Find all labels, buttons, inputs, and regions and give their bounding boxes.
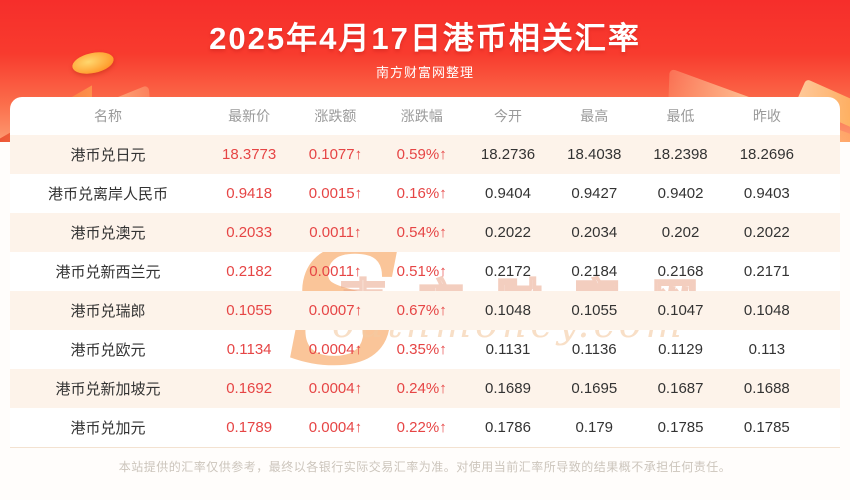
- cell-latest-price: 0.1789: [226, 419, 273, 436]
- cell-low: 0.202: [661, 224, 700, 241]
- cell-change-amount: 0.0015↑: [308, 185, 363, 202]
- cell-change-amount: 0.1077↑: [308, 146, 363, 163]
- column-header-prev-close: 昨收: [752, 108, 781, 124]
- cell-change-percent: 0.24%↑: [396, 380, 447, 397]
- page-subtitle: 南方财富网整理: [375, 65, 474, 80]
- cell-open: 0.1131: [485, 341, 531, 358]
- cell-pair-name: 港币兑新加坡元: [55, 381, 161, 398]
- cell-low: 0.9402: [657, 185, 704, 202]
- cell-latest-price: 0.2182: [226, 263, 273, 280]
- cell-latest-price: 0.1055: [226, 302, 273, 319]
- rates-table: 名称 最新价 涨跌额 涨跌幅 今开 最高 最低 昨收 港币兑日元 18.3773…: [10, 97, 840, 447]
- table-row: 港币兑日元 18.3773 0.1077↑ 0.59%↑ 18.2736 18.…: [10, 135, 840, 174]
- cell-change-amount: 0.0004↑: [308, 380, 363, 397]
- cell-change-percent: 0.22%↑: [396, 419, 447, 436]
- cell-open: 0.2172: [485, 263, 531, 280]
- cell-latest-price: 0.1692: [226, 380, 273, 397]
- table-row: 港币兑新加坡元 0.1692 0.0004↑ 0.24%↑ 0.1689 0.1…: [10, 369, 840, 408]
- table-row: 港币兑澳元 0.2033 0.0011↑ 0.54%↑ 0.2022 0.203…: [10, 213, 840, 252]
- cell-change-amount: 0.0011↑: [309, 224, 362, 241]
- column-header-change: 涨跌额: [314, 108, 357, 124]
- cell-open: 0.1689: [485, 380, 531, 397]
- cell-change-percent: 0.54%↑: [396, 224, 447, 241]
- cell-change-percent: 0.67%↑: [396, 302, 447, 319]
- cell-change-amount: 0.0004↑: [308, 419, 363, 436]
- cell-change-amount: 0.0007↑: [308, 302, 363, 319]
- cell-high: 0.9427: [571, 185, 618, 202]
- cell-low: 0.2168: [657, 263, 704, 280]
- disclaimer-text: 本站提供的汇率仅供参考，最终以各银行实际交易汇率为准。对使用当前汇率所导致的结果…: [118, 460, 732, 474]
- cell-prev-close: 18.2696: [739, 146, 794, 163]
- cell-pair-name: 港币兑日元: [70, 147, 146, 164]
- column-header-latest: 最新价: [228, 108, 271, 124]
- cell-low: 18.2398: [653, 146, 708, 163]
- cell-high: 0.1136: [571, 341, 617, 358]
- cell-low: 0.1785: [657, 419, 704, 436]
- column-header-low: 最低: [666, 108, 695, 124]
- cell-high: 0.1055: [571, 302, 618, 319]
- cell-change-amount: 0.0011↑: [309, 263, 362, 280]
- cell-change-percent: 0.59%↑: [396, 146, 447, 163]
- table-header-row: 名称 最新价 涨跌额 涨跌幅 今开 最高 最低 昨收: [10, 97, 840, 135]
- cell-change-amount: 0.0004↑: [308, 341, 363, 358]
- cell-pair-name: 港币兑加元: [70, 420, 146, 437]
- cell-prev-close: 0.1688: [743, 380, 790, 397]
- cell-change-percent: 0.35%↑: [396, 341, 447, 358]
- cell-pair-name: 港币兑瑞郎: [70, 303, 146, 320]
- cell-low: 0.1047: [657, 302, 704, 319]
- page-title: 2025年4月17日港币相关汇率: [209, 21, 641, 56]
- table-row: 港币兑加元 0.1789 0.0004↑ 0.22%↑ 0.1786 0.179…: [10, 408, 840, 447]
- cell-high: 18.4038: [567, 146, 622, 163]
- column-header-name: 名称: [94, 108, 122, 124]
- column-header-high: 最高: [580, 108, 609, 124]
- cell-change-percent: 0.51%↑: [396, 263, 447, 280]
- cell-low: 0.1687: [657, 380, 704, 397]
- cell-open: 0.1048: [485, 302, 531, 319]
- table-row: 港币兑欧元 0.1134 0.0004↑ 0.35%↑ 0.1131 0.113…: [10, 330, 840, 369]
- table-row: 港币兑新西兰元 0.2182 0.0011↑ 0.51%↑ 0.2172 0.2…: [10, 252, 840, 291]
- column-header-open: 今开: [493, 108, 522, 124]
- table-row: 港币兑瑞郎 0.1055 0.0007↑ 0.67%↑ 0.1048 0.105…: [10, 291, 840, 330]
- cell-high: 0.2184: [571, 263, 618, 280]
- cell-latest-price: 18.3773: [222, 146, 277, 163]
- cell-latest-price: 0.1134: [226, 341, 272, 358]
- cell-open: 0.1786: [485, 419, 531, 436]
- cell-latest-price: 0.9418: [226, 185, 273, 202]
- cell-low: 0.1129: [658, 341, 703, 358]
- cell-change-percent: 0.16%↑: [396, 185, 447, 202]
- cell-open: 0.2022: [485, 224, 531, 241]
- cell-prev-close: 0.9403: [743, 185, 790, 202]
- cell-pair-name: 港币兑离岸人民币: [47, 186, 168, 203]
- cell-high: 0.2034: [571, 224, 618, 241]
- cell-prev-close: 0.2022: [743, 224, 790, 241]
- cell-prev-close: 0.113: [748, 341, 786, 358]
- cell-pair-name: 港币兑澳元: [70, 225, 146, 242]
- cell-prev-close: 0.1785: [743, 419, 790, 436]
- cell-pair-name: 港币兑新西兰元: [55, 264, 161, 281]
- cell-prev-close: 0.1048: [743, 302, 790, 319]
- table-row: 港币兑离岸人民币 0.9418 0.0015↑ 0.16%↑ 0.9404 0.…: [10, 174, 840, 213]
- cell-latest-price: 0.2033: [226, 224, 273, 241]
- cell-high: 0.179: [575, 419, 614, 436]
- cell-prev-close: 0.2171: [743, 263, 790, 280]
- footer: 本站提供的汇率仅供参考，最终以各银行实际交易汇率为准。对使用当前汇率所导致的结果…: [10, 447, 840, 475]
- rates-table-card: S 南方财富网 outhmoney.com 名称 最新价 涨跌额 涨跌幅 今开 …: [10, 97, 840, 447]
- cell-open: 0.9404: [485, 185, 531, 202]
- cell-high: 0.1695: [571, 380, 618, 397]
- column-header-change-pct: 涨跌幅: [400, 108, 443, 124]
- cell-pair-name: 港币兑欧元: [70, 342, 146, 359]
- cell-open: 18.2736: [480, 146, 536, 163]
